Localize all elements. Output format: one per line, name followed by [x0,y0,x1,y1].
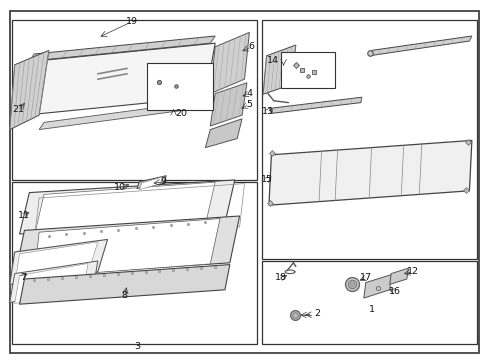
Polygon shape [210,32,249,94]
Polygon shape [10,50,49,130]
Bar [261,20,476,259]
Bar [281,52,334,88]
Polygon shape [389,268,407,284]
Polygon shape [139,177,163,190]
Text: 7: 7 [20,273,26,282]
Text: 18: 18 [275,274,286,282]
Text: 11: 11 [18,211,29,220]
Polygon shape [10,261,98,302]
Polygon shape [368,36,471,56]
Text: 19: 19 [126,17,138,26]
Polygon shape [34,219,220,277]
Text: 16: 16 [388,287,400,296]
Text: 5: 5 [246,100,252,109]
Polygon shape [15,242,98,285]
Text: 2: 2 [313,309,319,318]
Polygon shape [29,36,215,61]
Text: 15: 15 [261,175,272,184]
Bar [146,63,212,110]
Text: 9: 9 [161,177,166,186]
Polygon shape [24,43,215,115]
Polygon shape [205,119,242,148]
Text: 6: 6 [248,42,254,51]
Text: 17: 17 [359,274,371,282]
Polygon shape [137,176,166,189]
Polygon shape [268,140,471,205]
Polygon shape [15,264,88,303]
Polygon shape [34,182,215,237]
Text: 20: 20 [175,109,186,118]
Polygon shape [263,45,295,94]
Polygon shape [10,239,107,284]
Polygon shape [20,180,234,234]
Text: 1: 1 [368,305,374,314]
Polygon shape [210,83,246,126]
Polygon shape [363,275,390,298]
Bar [12,182,256,344]
Polygon shape [15,216,239,277]
Text: 4: 4 [246,89,252,98]
Polygon shape [20,265,229,304]
Text: 21: 21 [13,105,24,114]
Text: 8: 8 [122,292,127,300]
Bar [12,20,256,180]
Bar [261,261,476,344]
Polygon shape [39,101,205,130]
Text: 14: 14 [266,55,278,65]
Text: 3: 3 [134,342,140,351]
Text: 13: 13 [262,107,273,116]
Text: 12: 12 [407,267,418,276]
Polygon shape [271,97,361,113]
Text: 10: 10 [114,184,125,192]
